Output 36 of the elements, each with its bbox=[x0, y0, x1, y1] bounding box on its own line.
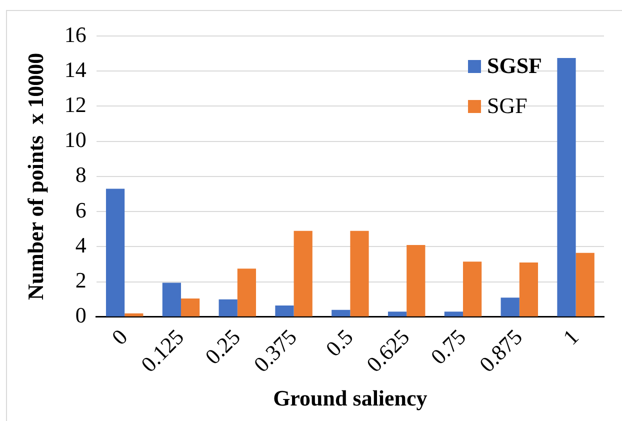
bar bbox=[237, 268, 256, 316]
bar bbox=[444, 312, 463, 316]
x-tick-label: 0.5 bbox=[320, 324, 358, 362]
bar bbox=[557, 58, 576, 316]
y-tick-label: 0 bbox=[75, 302, 86, 328]
y-axis-title: Number of points x 10000 bbox=[22, 52, 48, 300]
y-tick-label: 2 bbox=[75, 268, 86, 293]
bar bbox=[463, 262, 482, 316]
y-tick-label: 14 bbox=[64, 56, 86, 82]
bar bbox=[124, 313, 144, 316]
bar bbox=[162, 282, 181, 316]
bar bbox=[576, 252, 594, 316]
y-tick-label: 8 bbox=[75, 162, 86, 188]
legend-label: SGSF bbox=[486, 52, 542, 80]
x-tick-label: 0.75 bbox=[426, 324, 471, 370]
bar bbox=[106, 188, 125, 316]
bar bbox=[406, 244, 426, 316]
y-tick-label: 6 bbox=[75, 197, 86, 222]
bar bbox=[519, 262, 538, 316]
bar bbox=[218, 299, 238, 316]
x-tick-label: 0 bbox=[106, 324, 132, 350]
x-tick-label: 1 bbox=[558, 324, 584, 350]
y-tick-label: 10 bbox=[64, 127, 86, 152]
bar bbox=[500, 298, 520, 316]
legend-label: SGF bbox=[486, 92, 528, 120]
bar bbox=[181, 298, 200, 316]
y-tick-label: 16 bbox=[64, 22, 86, 47]
x-axis-title: Ground saliency bbox=[273, 385, 428, 410]
bar bbox=[332, 310, 350, 316]
bar bbox=[350, 230, 369, 316]
y-tick-label: 12 bbox=[64, 92, 86, 118]
bar bbox=[275, 306, 294, 316]
x-tick-label: 0.25 bbox=[200, 324, 246, 370]
bar bbox=[388, 312, 407, 316]
bar bbox=[294, 230, 312, 316]
y-tick-label: 4 bbox=[75, 232, 86, 258]
